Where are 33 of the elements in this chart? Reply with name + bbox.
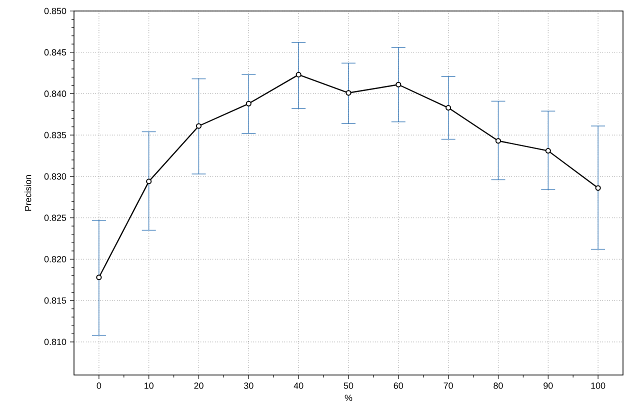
y-axis-title: Precision — [24, 175, 32, 211]
point — [595, 185, 601, 191]
x-tick-label: 60 — [394, 382, 404, 389]
x-tick-label: 90 — [544, 382, 553, 389]
point — [545, 148, 551, 154]
y-tick-label: 0.835 — [44, 132, 66, 138]
y-tick-label: 0.825 — [44, 214, 66, 221]
point — [446, 105, 452, 111]
x-tick-label: 100 — [591, 382, 606, 389]
y-tick-label: 0.830 — [44, 173, 66, 180]
y-tick-label: 0.850 — [44, 8, 66, 14]
point — [196, 123, 202, 129]
x-tick-label: 30 — [244, 382, 254, 389]
x-axis-title: % — [344, 394, 352, 401]
point — [495, 138, 502, 144]
x-tick-label: 0 — [96, 382, 102, 389]
point — [146, 178, 152, 184]
x-tick-label: 80 — [494, 382, 503, 389]
y-tick-label: 0.820 — [44, 256, 66, 262]
x-tick-label: 20 — [194, 382, 204, 389]
point — [346, 90, 352, 96]
point — [396, 82, 402, 88]
point — [246, 100, 252, 106]
y-tick-label: 0.845 — [44, 49, 66, 56]
point — [296, 72, 302, 78]
y-tick-label: 0.815 — [44, 297, 66, 304]
x-tick-label: 10 — [144, 382, 154, 389]
y-tick-label: 0.810 — [44, 338, 66, 346]
x-tick-label: 40 — [294, 382, 304, 389]
y-tick-label: 0.840 — [44, 90, 66, 97]
x-tick-label: 70 — [444, 382, 453, 389]
point — [96, 274, 102, 280]
x-tick-label: 50 — [344, 382, 354, 389]
